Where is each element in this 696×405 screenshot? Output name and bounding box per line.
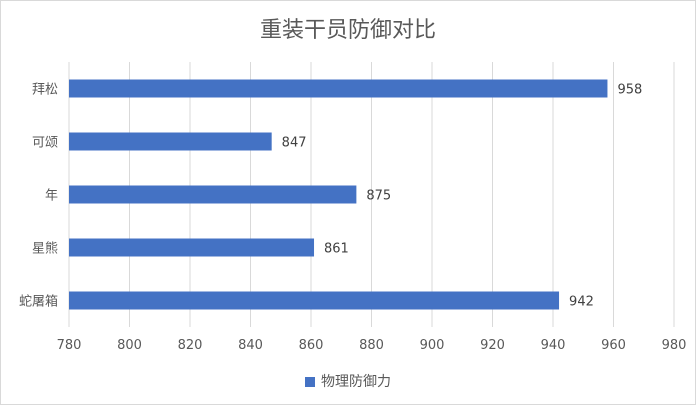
category-label: 拜松 [32,83,58,98]
x-tick-label: 820 [178,338,203,353]
bar [69,185,357,204]
bar [69,291,560,310]
data-labels: 958 847 875 861 942 [282,83,643,310]
legend-swatch [305,377,315,387]
bar-value-label: 847 [282,136,307,151]
legend-label: 物理防御力 [321,374,391,390]
bar [69,132,272,151]
x-tick-labels: 780 800 820 840 860 880 900 920 940 960 980 [57,338,687,353]
category-label: 可颂 [32,136,58,151]
category-label: 年 [45,189,58,204]
x-tick-label: 920 [480,338,505,353]
bar-value-label: 942 [569,295,594,310]
x-tick-label: 900 [420,338,445,353]
x-tick-label: 880 [359,338,384,353]
bar [69,79,608,98]
x-tick-label: 800 [117,338,142,353]
x-tick-label: 780 [57,338,82,353]
x-tick-label: 940 [541,338,566,353]
x-tick-label: 980 [662,338,687,353]
category-label: 蛇屠箱 [19,294,58,310]
bars [69,79,608,310]
bar-value-label: 958 [617,83,642,98]
x-tick-label: 840 [238,338,263,353]
bar-value-label: 875 [366,189,391,204]
category-label: 星熊 [32,241,58,257]
chart-title: 重装干员防御对比 [259,18,436,43]
x-tick-label: 960 [601,338,626,353]
x-tick-label: 860 [299,338,324,353]
bar-value-label: 861 [324,242,349,257]
legend: 物理防御力 [0,371,696,391]
gridlines [68,62,675,327]
bar [69,238,315,257]
